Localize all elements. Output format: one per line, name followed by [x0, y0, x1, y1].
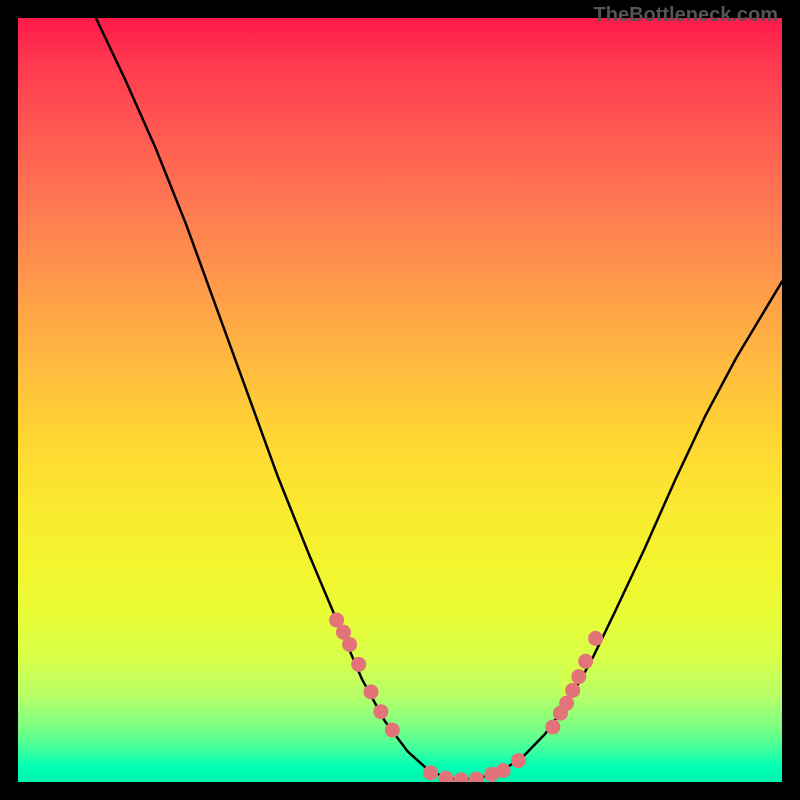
- marker-bottom: [496, 763, 511, 778]
- marker-bottom: [511, 753, 526, 768]
- marker-left: [363, 684, 378, 699]
- marker-right: [545, 719, 560, 734]
- marker-right: [565, 683, 580, 698]
- bottleneck-curve: [96, 18, 782, 779]
- marker-right: [588, 631, 603, 646]
- marker-left: [351, 657, 366, 672]
- curve-layer: [18, 18, 782, 782]
- marker-right: [578, 654, 593, 669]
- watermark-text: TheBottleneck.com: [594, 4, 778, 27]
- marker-right: [571, 669, 586, 684]
- marker-left: [385, 723, 400, 738]
- marker-left: [342, 637, 357, 652]
- marker-bottom: [438, 771, 453, 782]
- plot-area: [18, 18, 782, 782]
- marker-bottom: [469, 771, 484, 782]
- marker-bottom: [423, 765, 438, 780]
- marker-bottom: [454, 772, 469, 782]
- marker-right: [559, 696, 574, 711]
- marker-left: [373, 704, 388, 719]
